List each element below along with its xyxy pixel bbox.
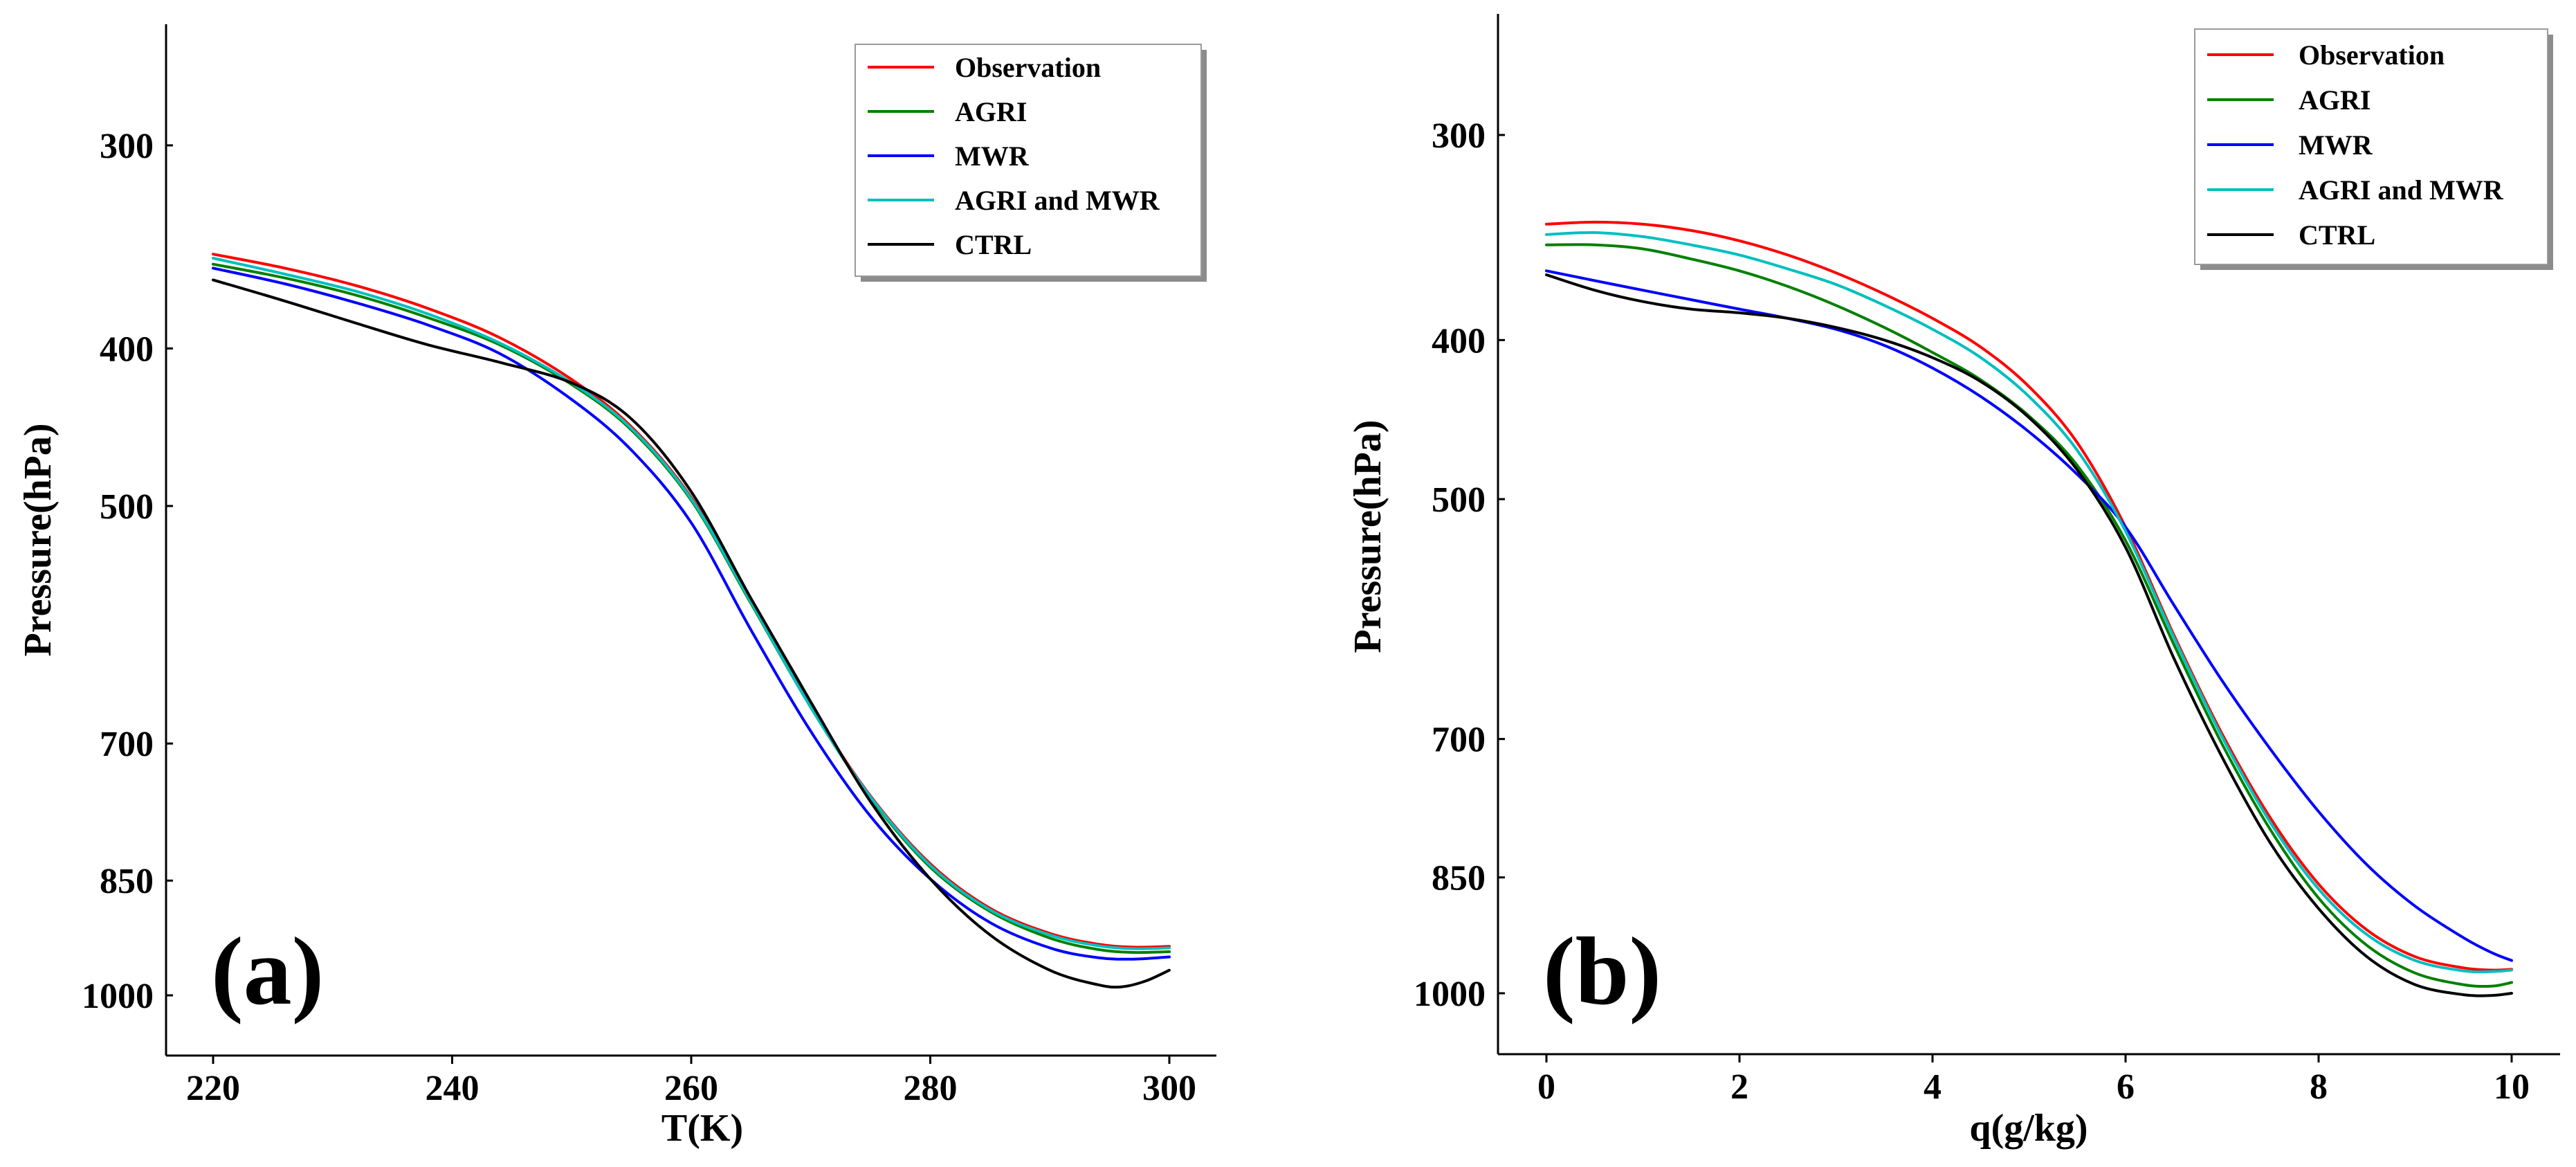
series-line-agri [1545,243,2513,988]
legend: Observation AGRI MWR AGRI and MWR CTRL [2194,28,2553,270]
series-lines [212,253,1171,989]
y-tick-label: 500 [1432,480,1486,520]
x-axis-title: q(g/kg) [1969,1107,2088,1150]
x-tick-label: 6 [2117,1067,2135,1107]
legend-box [855,44,1202,277]
legend-entries: Observation AGRI MWR AGRI and MWR CTRL [868,52,1160,260]
legend-label: AGRI and MWR [2299,174,2504,206]
x-tick-label: 300 [1142,1069,1196,1108]
series-line-ctrl [1545,273,2513,997]
legend-label: Observation [955,52,1101,83]
legend-box [2194,28,2548,265]
x-tick-label: 260 [664,1069,718,1108]
x-ticks: 0 2 4 6 8 10 [1537,1054,2530,1107]
x-tick-label: 240 [426,1069,479,1108]
y-tick-label: 1000 [82,977,154,1016]
x-tick-label: 4 [1924,1067,1942,1107]
series-line-agri-and-mwr [1545,230,2513,974]
series-line-observation [212,253,1171,949]
series-line-agri [212,262,1171,955]
legend-label: CTRL [955,229,1032,260]
series-line-ctrl [212,278,1171,989]
x-tick-label: 280 [904,1069,958,1108]
x-axis-title: T(K) [661,1107,743,1150]
legend-label: Observation [2299,39,2445,71]
x-tick-label: 10 [2494,1067,2530,1107]
x-tick-label: 8 [2310,1067,2328,1107]
legend-label: AGRI and MWR [955,185,1160,216]
panel-a: 300 400 500 700 850 1000 220 240 260 280 300 T(K)… [17,24,1216,1150]
y-tick-label: 850 [100,862,154,901]
panel-b: 300 400 500 700 850 1000 0 2 4 6 8 10 q(g/kg) Pres… [1346,14,2560,1150]
series-line-mwr [212,266,1171,961]
y-tick-label: 400 [100,329,154,369]
panel-label: (b) [1543,918,1661,1025]
y-tick-label: 400 [1432,321,1486,361]
x-ticks: 220 240 260 280 300 [186,1056,1196,1108]
y-axis-title: Pressure(hPa) [17,424,60,657]
x-tick-label: 2 [1730,1067,1748,1107]
y-tick-label: 700 [100,725,154,764]
y-ticks: 300 400 500 700 850 1000 [82,127,173,1016]
legend-label: CTRL [2299,219,2375,251]
y-ticks: 300 400 500 700 850 1000 [1414,116,1505,1014]
y-axis-title: Pressure(hPa) [1346,420,1389,653]
series-line-mwr [1545,269,2513,962]
y-tick-label: 1000 [1414,975,1486,1014]
series-line-agri-and-mwr [212,257,1171,950]
y-tick-label: 300 [1432,116,1486,156]
y-tick-label: 500 [100,487,154,527]
legend-label: MWR [955,141,1030,172]
legend-entries: Observation AGRI MWR AGRI and MWR CTRL [2207,39,2504,251]
panel-label: (a) [211,918,324,1025]
legend-label: AGRI [955,96,1027,127]
legend-label: MWR [2299,129,2373,161]
series-line-observation [1545,220,2513,972]
legend: Observation AGRI MWR AGRI and MWR CTRL [855,44,1207,282]
y-tick-label: 850 [1432,859,1486,898]
y-tick-label: 300 [100,127,154,166]
x-tick-label: 0 [1537,1067,1555,1107]
series-lines [1545,220,2513,997]
x-tick-label: 220 [186,1069,240,1108]
y-tick-label: 700 [1432,721,1486,760]
legend-label: AGRI [2299,84,2371,116]
